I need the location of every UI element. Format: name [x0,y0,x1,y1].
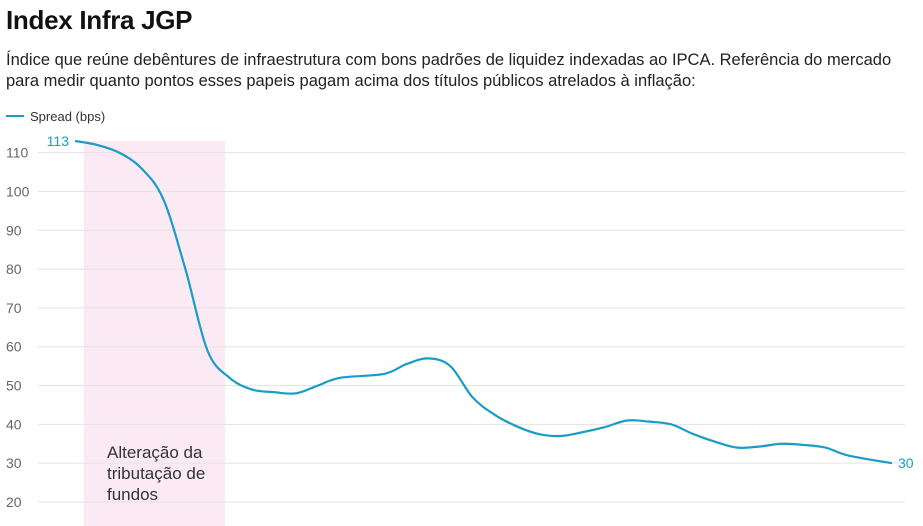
series-line-spread [74,139,893,465]
chart-title: Index Infra JGP [6,5,193,35]
legend-swatch [6,115,24,117]
end-value-label: 30 [898,455,914,471]
y-tick-label: 90 [6,222,22,238]
start-value-label: 113 [47,133,70,149]
y-tick-label: 110 [6,145,29,161]
y-tick-label: 60 [6,339,22,355]
y-tick-label: 30 [6,455,22,471]
y-tick-label: 40 [6,416,22,432]
y-tick-label: 80 [6,261,22,277]
highlight-annotation-line: tributação de [107,464,205,483]
y-tick-label: 50 [6,378,22,394]
y-tick-label: 20 [6,494,22,510]
y-tick-label: 70 [6,300,22,316]
highlight-annotation-line: Alteração da [107,443,203,462]
legend-label: Spread (bps) [30,108,106,124]
chart-subtitle: Índice que reúne debêntures de infraestr… [6,51,892,90]
y-tick-label: 100 [6,183,30,199]
legend: Spread (bps) [6,108,105,124]
highlight-annotation-line: fundos [107,485,158,504]
